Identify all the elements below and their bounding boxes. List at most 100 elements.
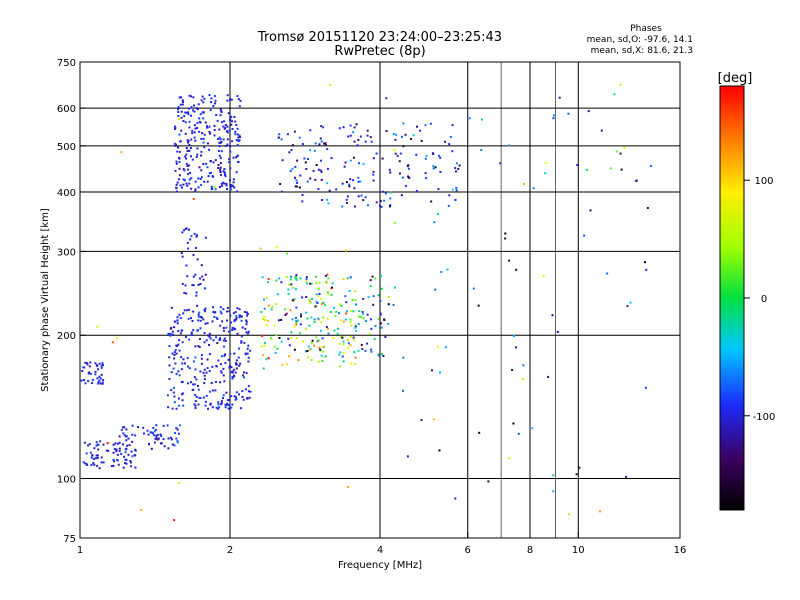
data-point bbox=[338, 342, 341, 345]
data-point bbox=[86, 363, 89, 366]
data-point bbox=[168, 364, 171, 367]
data-point bbox=[219, 166, 222, 169]
data-point bbox=[337, 327, 340, 330]
data-point bbox=[167, 406, 170, 409]
data-point bbox=[159, 433, 162, 436]
data-point bbox=[176, 428, 179, 431]
data-point bbox=[308, 348, 311, 351]
x-axis-ticks: 1 2 4 6 8 10 16 bbox=[77, 532, 686, 556]
data-point bbox=[170, 306, 173, 309]
data-point bbox=[216, 342, 219, 344]
data-point bbox=[219, 337, 222, 340]
data-point bbox=[317, 294, 319, 297]
data-point bbox=[389, 204, 392, 207]
data-point bbox=[113, 460, 116, 463]
data-point bbox=[169, 334, 172, 337]
data-point bbox=[338, 303, 341, 306]
data-point bbox=[87, 372, 90, 375]
data-point bbox=[90, 456, 93, 459]
data-point bbox=[230, 184, 233, 187]
data-point bbox=[140, 509, 143, 511]
data-point bbox=[302, 340, 305, 343]
data-point bbox=[173, 444, 176, 447]
data-point bbox=[203, 374, 206, 377]
data-point bbox=[265, 324, 268, 327]
data-point bbox=[454, 198, 457, 201]
data-point bbox=[246, 313, 249, 315]
data-point bbox=[229, 314, 232, 317]
data-point bbox=[392, 132, 395, 135]
data-point bbox=[227, 358, 230, 361]
data-point bbox=[327, 318, 330, 321]
data-point bbox=[323, 346, 325, 349]
data-point bbox=[246, 397, 249, 399]
data-point bbox=[346, 338, 349, 341]
data-point bbox=[310, 359, 313, 362]
data-point bbox=[315, 293, 318, 296]
data-point bbox=[172, 391, 175, 394]
data-point bbox=[243, 371, 245, 374]
data-point bbox=[230, 321, 233, 324]
data-point bbox=[341, 205, 344, 208]
data-point bbox=[219, 157, 222, 160]
data-point bbox=[336, 332, 339, 335]
data-point bbox=[178, 174, 181, 177]
data-point bbox=[170, 371, 173, 374]
data-point bbox=[295, 274, 298, 277]
data-point bbox=[286, 363, 289, 366]
data-point bbox=[342, 343, 345, 346]
data-point bbox=[96, 377, 99, 380]
data-point bbox=[180, 381, 183, 384]
data-point bbox=[372, 295, 375, 298]
data-point bbox=[649, 164, 652, 167]
data-point bbox=[589, 209, 592, 212]
data-point bbox=[178, 96, 181, 99]
data-point bbox=[206, 166, 209, 169]
data-point bbox=[230, 115, 233, 118]
data-point bbox=[194, 190, 197, 193]
data-point bbox=[245, 321, 248, 323]
data-point bbox=[219, 114, 222, 117]
data-point bbox=[229, 98, 231, 101]
data-point bbox=[281, 190, 283, 193]
data-point bbox=[296, 319, 299, 322]
data-point bbox=[190, 235, 193, 238]
data-point bbox=[182, 178, 185, 181]
y-axis-label: Stationary phase Virtual Height [km] bbox=[40, 208, 51, 392]
data-point bbox=[206, 180, 209, 183]
data-point bbox=[424, 157, 427, 160]
data-point bbox=[84, 462, 87, 465]
data-point bbox=[194, 345, 197, 348]
data-point bbox=[182, 168, 185, 171]
data-point bbox=[200, 354, 203, 357]
data-point bbox=[243, 341, 246, 344]
data-point bbox=[324, 275, 327, 277]
data-point bbox=[320, 354, 323, 357]
data-point bbox=[233, 186, 236, 189]
data-point bbox=[355, 123, 358, 126]
data-point bbox=[230, 366, 233, 369]
data-point bbox=[207, 407, 209, 410]
data-point bbox=[178, 133, 181, 136]
data-point bbox=[181, 103, 184, 106]
data-point bbox=[232, 312, 235, 315]
data-point bbox=[357, 180, 360, 183]
data-point bbox=[544, 172, 547, 175]
data-point bbox=[173, 353, 176, 356]
data-point bbox=[415, 153, 418, 156]
data-point bbox=[230, 98, 233, 101]
data-point bbox=[234, 328, 237, 331]
data-point bbox=[192, 329, 195, 332]
data-point bbox=[507, 457, 510, 460]
data-point bbox=[232, 178, 235, 181]
y-tick-label: 100 bbox=[57, 475, 76, 486]
data-point bbox=[239, 136, 241, 138]
data-point bbox=[174, 125, 176, 128]
data-point bbox=[345, 310, 348, 313]
data-point bbox=[134, 466, 137, 469]
data-point bbox=[354, 326, 357, 329]
data-point bbox=[178, 349, 181, 352]
data-point bbox=[95, 441, 98, 444]
data-point bbox=[444, 346, 447, 349]
data-point bbox=[217, 138, 220, 140]
